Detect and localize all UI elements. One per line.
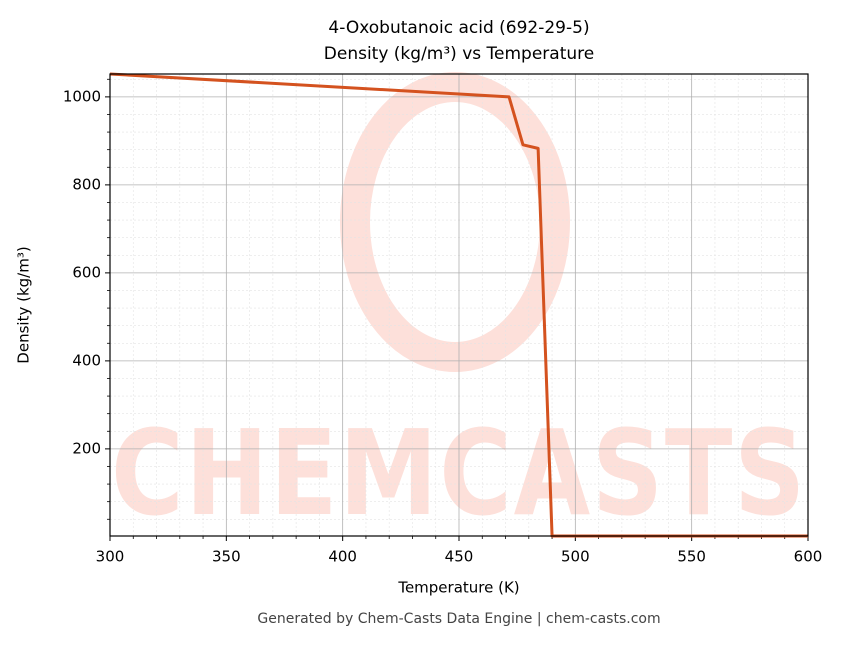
y-tick-label: 1000 — [63, 87, 101, 105]
x-tick-label: 450 — [445, 548, 474, 566]
x-axis-label: Temperature (K) — [397, 579, 519, 597]
x-tick-label: 350 — [212, 548, 241, 566]
y-tick-label: 200 — [72, 439, 101, 457]
watermark-ring — [340, 72, 570, 372]
footer: Generated by Chem-Casts Data Engine | ch… — [257, 611, 660, 627]
x-tick-label: 550 — [677, 548, 706, 566]
x-tick-label: 400 — [328, 548, 357, 566]
x-tick-label: 300 — [96, 548, 125, 566]
x-tick-label: 600 — [794, 548, 823, 566]
y-tick-label: 600 — [72, 263, 101, 281]
chart-subtitle: Density (kg/m³) vs Temperature — [324, 44, 594, 64]
x-tick-label: 500 — [561, 548, 590, 566]
plot-frame — [109, 73, 809, 537]
y-tick-label: 800 — [72, 175, 101, 193]
chart-title: 4-Oxobutanoic acid (692-29-5) — [328, 18, 589, 38]
y-tick-label: 400 — [72, 351, 101, 369]
y-axis-label: Density (kg/m³) — [15, 246, 33, 363]
